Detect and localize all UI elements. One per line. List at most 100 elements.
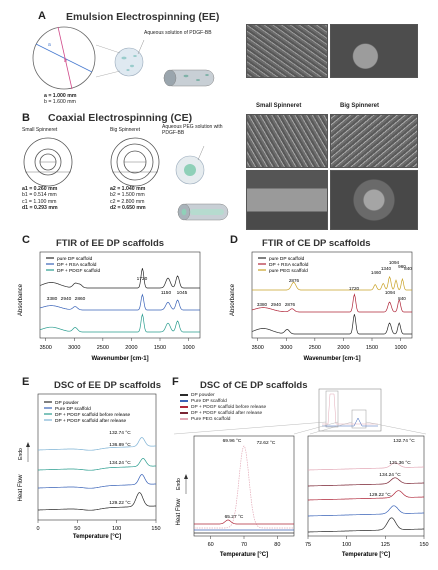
ftir-ce-legend-entry-1: DP + RSA scaffold <box>269 262 309 268</box>
ftir-ce-xtick-label-5: 1000 <box>394 345 406 351</box>
dim-a-marker: a <box>48 42 51 48</box>
dsc-ce-right-chart: 75 100 125 150 132.74 °C 131.36 °C 134.24 °C 1… <box>305 435 429 558</box>
dsc-ce-legend-swatch-0 <box>180 394 188 396</box>
sem-small-heading: Small Spinneret <box>256 103 302 109</box>
sem-image-ce-small-surface <box>246 114 328 168</box>
panel-f-label: F <box>172 376 179 388</box>
ftir-ee-xtick-label-4: 1500 <box>154 345 166 351</box>
dim-b1: b1 = 0.514 mm <box>22 192 57 199</box>
sem-big-heading: Big Spinneret <box>340 103 380 109</box>
dsc-ee-xtick-label-2: 100 <box>112 526 121 532</box>
dsc-ce-legend-swatch-3 <box>180 412 188 414</box>
panel-c-label: C <box>22 234 30 246</box>
ftir-ee-legend-entry-1: DP + RSA scaffold <box>57 262 97 268</box>
ftir-ee-xtick-label-1: 3000 <box>68 345 80 351</box>
ftir-ce-frame <box>251 251 413 339</box>
dsc-ce-right-annot-2: 134.24 °C <box>379 472 401 478</box>
dsc-ce-legend-entry-0: DP powder <box>180 392 310 398</box>
dsc-ce-legend-entry-2: DP + PDGF scaffold before release <box>180 404 310 410</box>
dsc-ce-left-xtick-label-2: 80 <box>274 542 280 548</box>
ftir-ee-ylabel: Absorbance <box>18 283 24 316</box>
dsc-ce-right-series-1 <box>308 505 424 517</box>
dsc-ce-left-annot-2: 65.27 °C <box>225 514 244 520</box>
panel-d-label: D <box>230 234 238 246</box>
dsc-ce-right-xtick-label-1: 100 <box>342 542 351 548</box>
sem-image-ee-cross-section <box>330 24 418 78</box>
dsc-ee-annot-3: 129.22 °C <box>109 500 131 506</box>
dsc-ce-left-chart: 60 70 80 69.96 °C 72.62 °C 65.27 °C Heat Flo… <box>176 435 295 558</box>
ftir-ce-peak-0: 2876 <box>289 278 300 283</box>
panel-a-label: A <box>38 10 46 22</box>
ftir-ee-series-0 <box>39 268 200 289</box>
dsc-ce-left-xtick-label-1: 70 <box>241 542 247 548</box>
panel-a-annotation: Aqueous solution of PDGF-BB <box>144 30 212 36</box>
dsc-ee-annot-1: 136.89 °C <box>109 442 131 448</box>
dim-b-marker: b <box>64 58 67 64</box>
dsc-ce-right-xtick-label-3: 150 <box>419 542 428 548</box>
ftir-ee-series-2 <box>39 313 200 333</box>
dsc-ee-xtick-label-3: 150 <box>151 526 160 532</box>
dsc-ee-series-0 <box>38 492 156 511</box>
ftir-ee-xtick-label-5: 1000 <box>182 345 194 351</box>
dsc-ee-xlabel: Temperature [°C] <box>73 534 121 540</box>
dsc-ee-frame <box>37 393 157 521</box>
dsc-ce-left-xlabel: Temperature [°C] <box>220 552 268 558</box>
dsc-ce-right-annot-1: 131.36 °C <box>389 460 411 466</box>
panel-a-schematic <box>32 26 215 90</box>
panel-a-title: Emulsion Electrospinning (EE) <box>66 11 220 23</box>
ftir-ce-legend-entry-2: pure PEG scaffold <box>269 268 308 274</box>
dsc-ce-legend-swatch-2 <box>180 406 188 408</box>
dsc-ee-legend-entry-2: DP + PDGF scaffold before release <box>55 412 130 418</box>
dsc-ee-legend-entry-3: DP + PDGF scaffold after release <box>55 418 126 424</box>
ftir-ce-peak-6: 3380 <box>257 302 268 307</box>
ftir-ee-peak-4: 1150 <box>161 290 172 296</box>
ftir-ee-peak-5: 1045 <box>177 290 188 296</box>
ftir-ce-peak-1: 1460 <box>371 270 382 275</box>
sem-image-ee-surface <box>246 24 328 78</box>
small-spinneret-dims: a1 = 0.260 mm b1 = 0.514 mm c1 = 1.100 m… <box>22 186 58 212</box>
ftir-ee-xtick-label-3: 2000 <box>125 345 137 351</box>
ftir-ee-peak-3: 1720 <box>137 276 148 282</box>
ftir-ce-peak-10: 1094 <box>385 290 396 295</box>
dsc-ee-xtick-label-0: 0 <box>36 526 39 532</box>
endo-arrow-icon-f <box>184 474 188 479</box>
ftir-ce-peak-5: 840 <box>404 266 412 271</box>
dim-c1: c1 = 1.100 mm <box>22 198 57 205</box>
ftir-ce-series-0 <box>251 314 412 335</box>
dsc-ee-ylabel: Heat Flow <box>18 474 24 502</box>
dsc-ce-left-annot-1: 72.62 °C <box>257 440 276 446</box>
dsc-ce-right-xtick-label-0: 75 <box>305 542 311 548</box>
dsc-ce-right-series-3 <box>308 477 424 487</box>
panel-b-annotation: Aqueous PEG solution with PDGF-BB <box>162 124 223 136</box>
ftir-ee-frame <box>39 251 201 339</box>
dsc-ce-legend-entry-3: DP + PDGF scaffold after release <box>180 410 310 416</box>
dsc-ee-series-2 <box>38 458 156 471</box>
ftir-ce-xtick-label-3: 2000 <box>337 345 349 351</box>
zoom-connectors <box>173 421 427 435</box>
ftir-ce-ylabel: Absorbance <box>230 283 236 316</box>
dsc-ce-right-annot-0: 132.74 °C <box>393 438 415 444</box>
dsc-ee-annot-0: 132.74 °C <box>109 430 131 436</box>
dsc-ce-legend: DP powder Pure DP scaffold DP + PDGF scaff… <box>180 392 310 422</box>
ftir-ce-peak-9: 1720 <box>349 286 360 291</box>
panel-b-label: B <box>22 112 30 124</box>
dim-b: b = 1.600 mm <box>44 99 76 106</box>
dsc-ee-xtick-label-1: 50 <box>74 526 80 532</box>
dim-d1: d1 = 0.293 mm <box>22 205 58 212</box>
dsc-ce-legend-label-3: DP + PDGF scaffold after release <box>191 410 263 416</box>
dim-d2: d2 = 0.650 mm <box>110 205 146 212</box>
dsc-ee-series-1 <box>38 474 156 489</box>
dsc-ce-legend-swatch-1 <box>180 400 188 402</box>
ftir-ce-xtick-label-4: 1500 <box>366 345 378 351</box>
ftir-ee-xlabel: Wavenumber [cm-1] <box>91 356 148 362</box>
endo-arrow-icon <box>26 442 30 447</box>
ftir-ee-peak-0: 3380 <box>47 296 58 302</box>
ftir-ce-peak-3: 1094 <box>389 260 400 265</box>
ftir-ce-xtick-label-0: 3500 <box>252 345 264 351</box>
dim-b2: b2 = 1.500 mm <box>110 192 145 199</box>
ftir-ee-xtick-label-0: 3500 <box>40 345 52 351</box>
dsc-ce-legend-label-2: DP + PDGF scaffold before release <box>191 404 267 410</box>
ftir-ce-series-1 <box>251 293 412 313</box>
dsc-ce-right-annot-3: 129.22 °C <box>369 492 391 498</box>
